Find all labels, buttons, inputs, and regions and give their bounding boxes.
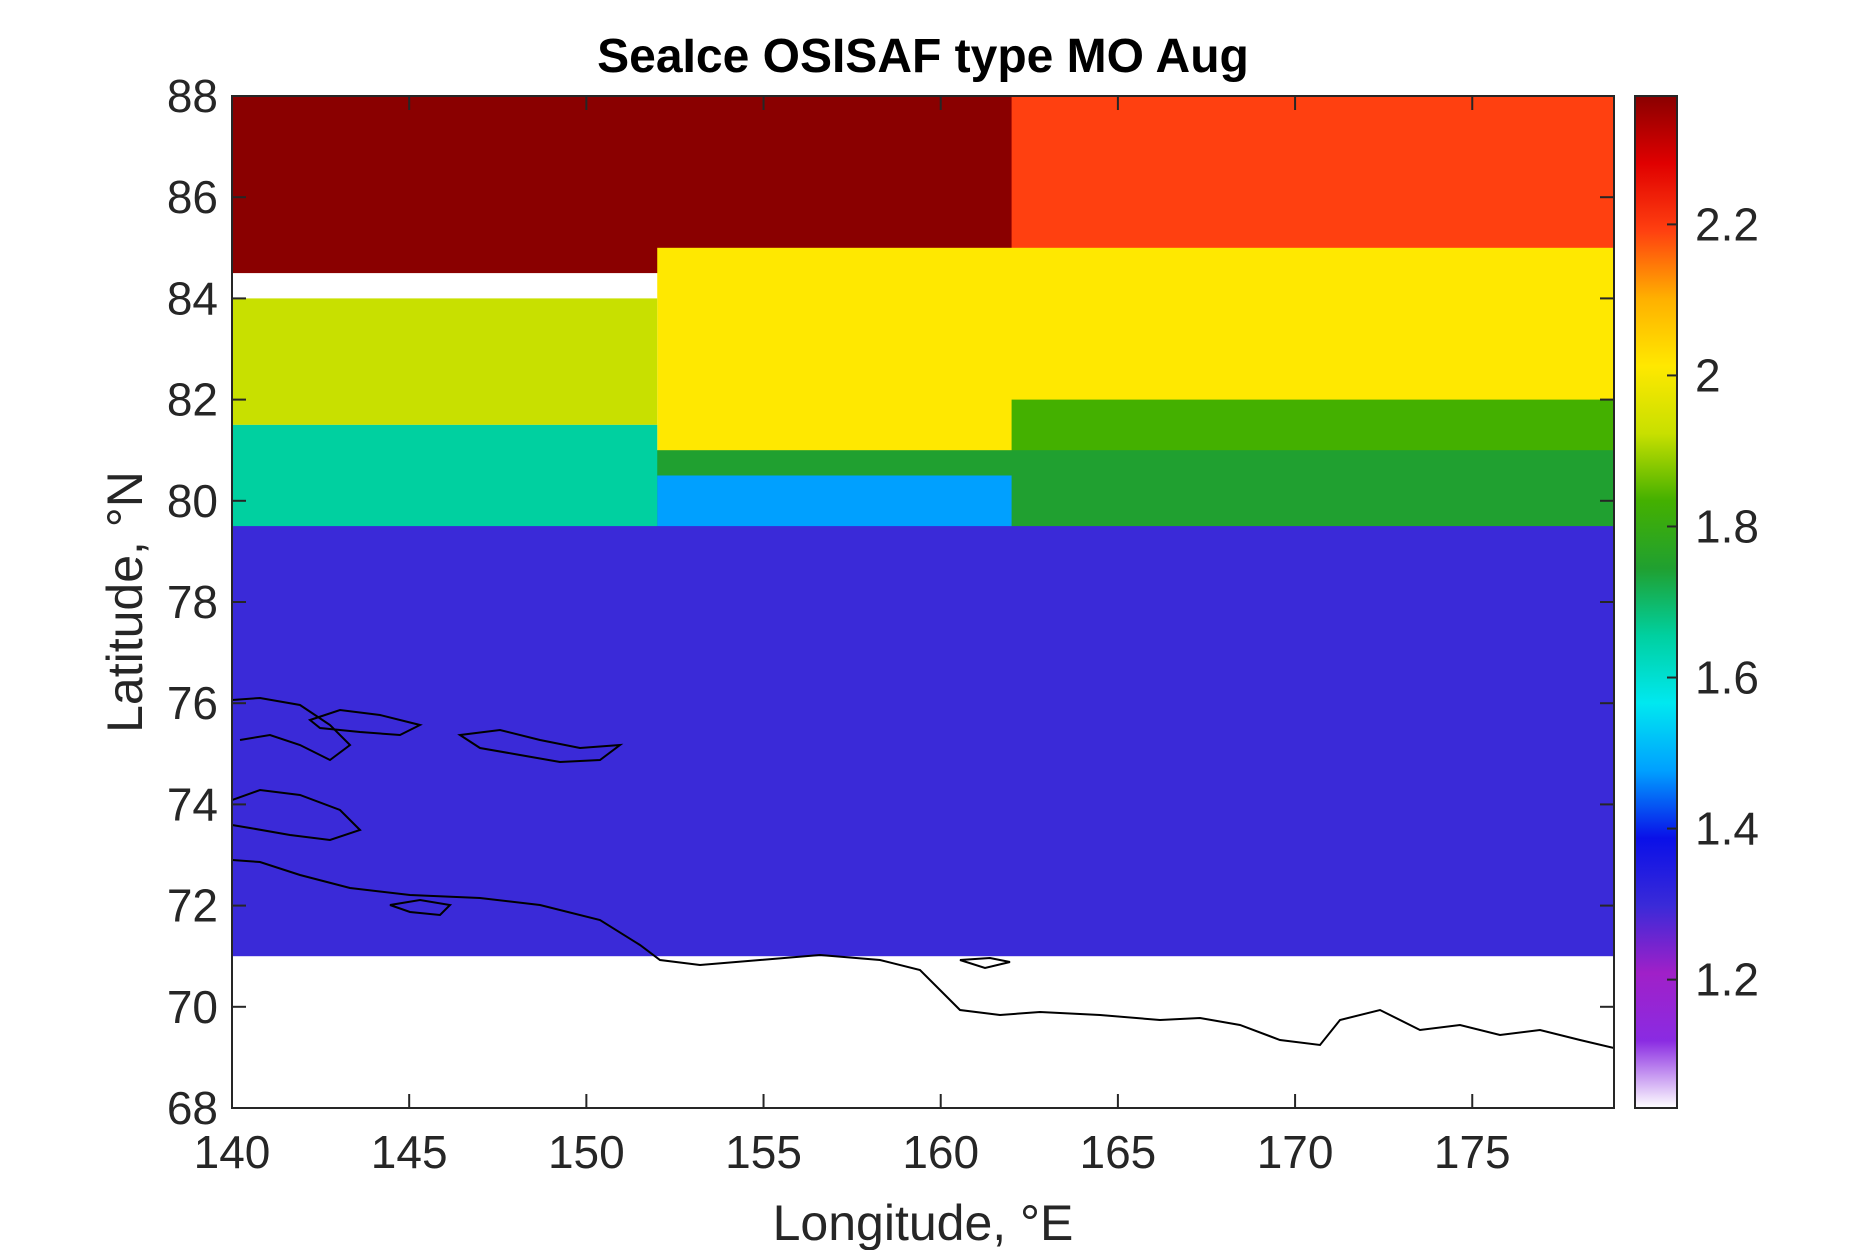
x-tick-label: 140 <box>194 1126 271 1178</box>
chart-title: SeaIce OSISAF type MO Aug <box>597 30 1249 83</box>
y-tick-label: 84 <box>167 272 218 324</box>
y-ticks: 68 70 72 74 76 78 80 82 84 86 88 <box>167 70 1614 1134</box>
colorbar <box>1634 95 1678 1109</box>
y-tick-label: 80 <box>167 475 218 527</box>
colorbar-tick-label: 2.2 <box>1695 198 1759 250</box>
coastline-path <box>307 708 423 737</box>
x-tick-label: 155 <box>725 1126 802 1178</box>
coastline-path <box>232 859 1614 1049</box>
x-ticks: 140 145 150 155 160 165 170 175 <box>194 96 1511 1178</box>
y-tick-label: 88 <box>167 70 218 122</box>
colorbar-tick-label: 1.8 <box>1695 500 1759 552</box>
y-tick-label: 78 <box>167 576 218 628</box>
x-tick-label: 165 <box>1080 1126 1157 1178</box>
y-tick-label: 68 <box>167 1082 218 1134</box>
x-tick-label: 175 <box>1434 1126 1511 1178</box>
y-tick-label: 76 <box>167 677 218 729</box>
coastline-path <box>389 898 453 917</box>
x-axis-label: Longitude, °E <box>773 1195 1074 1250</box>
colorbar-tick-label: 1.2 <box>1695 954 1759 1006</box>
y-tick-label: 86 <box>167 171 218 223</box>
heatmap-region <box>1011 96 1614 258</box>
coastline-path <box>959 956 1011 970</box>
colorbar-tick-label: 1.4 <box>1695 803 1759 855</box>
y-tick-label: 70 <box>167 981 218 1033</box>
heatmap-region <box>232 526 1614 957</box>
y-axis-label: Latitude, °N <box>97 471 153 733</box>
heatmap-region <box>232 298 658 425</box>
colorbar-tick-label: 1.6 <box>1695 652 1759 704</box>
y-tick-label: 74 <box>167 778 218 830</box>
y-tick-label: 72 <box>167 880 218 932</box>
coastline <box>232 696 1614 1049</box>
x-tick-label: 150 <box>548 1126 625 1178</box>
x-tick-label: 170 <box>1257 1126 1334 1178</box>
coastline-path <box>457 728 624 764</box>
x-tick-label: 145 <box>371 1126 448 1178</box>
colorbar-tick-label: 2 <box>1695 349 1721 401</box>
colorbar-ticks: 1.2 1.4 1.6 1.8 2 2.2 <box>1667 198 1759 1006</box>
heatmap-layer <box>232 96 1614 1108</box>
x-tick-label: 160 <box>902 1126 979 1178</box>
coastline-path <box>232 696 352 762</box>
coastline-path <box>232 788 362 842</box>
heatmap-region <box>232 96 1118 274</box>
y-tick-label: 82 <box>167 374 218 426</box>
